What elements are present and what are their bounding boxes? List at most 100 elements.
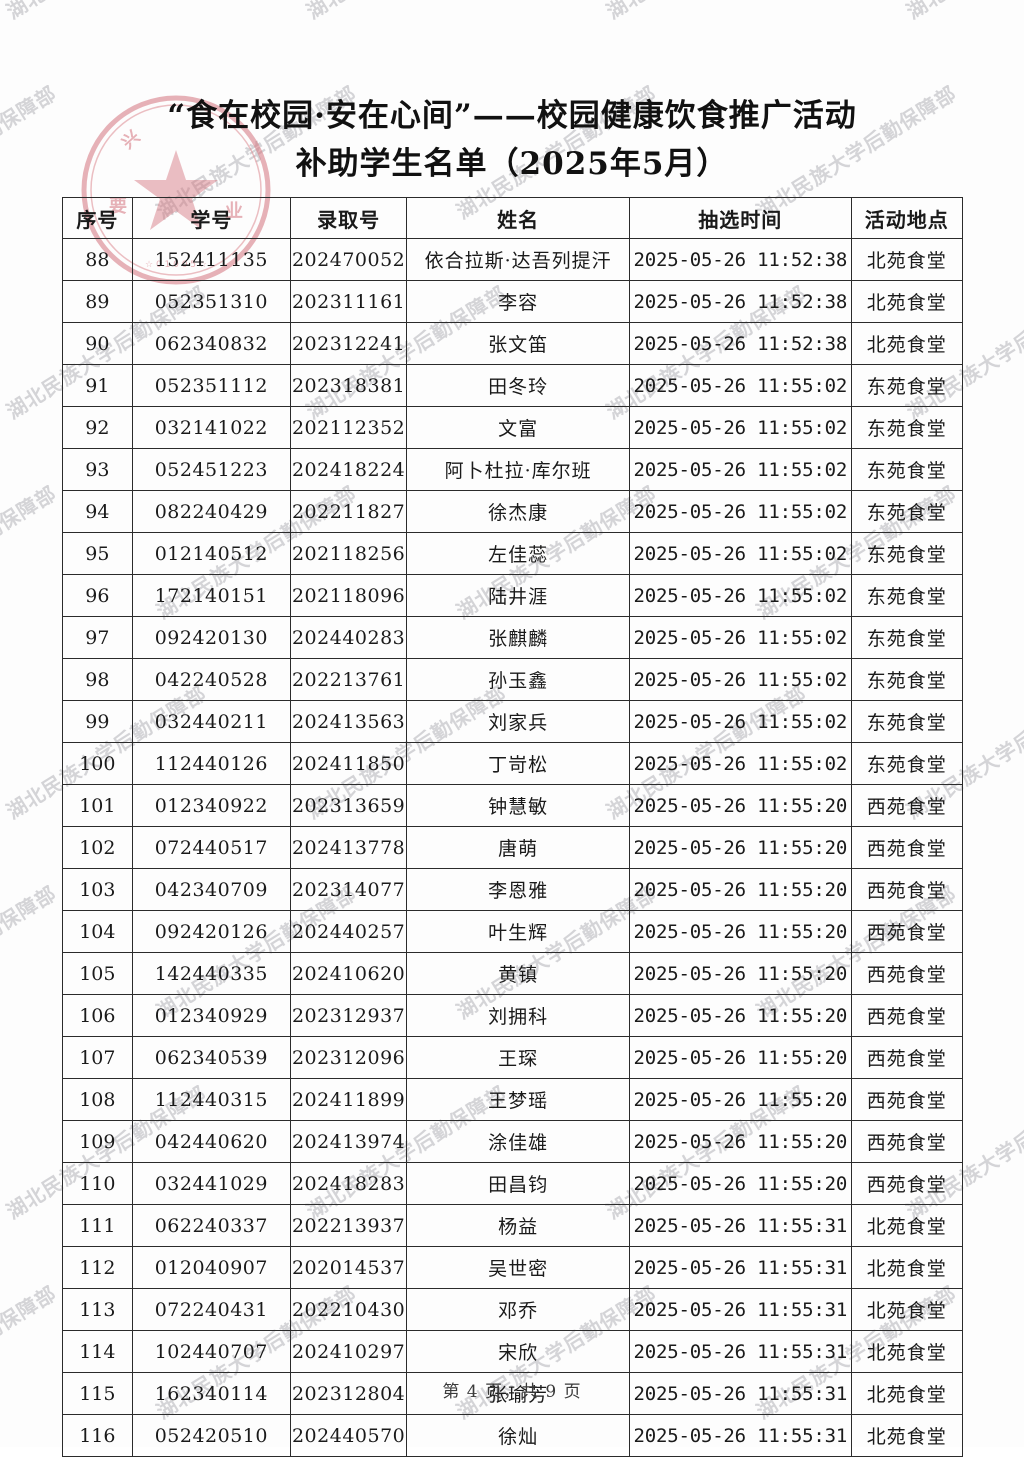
cell-draw-time: 2025-05-26 11:55:20 <box>628 826 852 869</box>
title-line-2: 补助学生名单（2025年5月） <box>295 146 729 182</box>
cell-student-id: 152411135 <box>131 238 291 281</box>
table-row: 94 082240429 202211827 徐杰康 2025-05-26 11:55:… <box>62 490 964 533</box>
cell-admission-no: 202440283 <box>289 616 408 659</box>
cell-seq: 93 <box>62 448 133 491</box>
cell-student-id: 072240431 <box>131 1288 291 1331</box>
cell-draw-time: 2025-05-26 11:55:31 <box>628 1414 852 1457</box>
cell-draw-time: 2025-05-26 11:55:31 <box>628 1372 852 1415</box>
table-header-row: 序号 学号 录取号 姓名 抽选时间 活动地点 <box>62 197 964 239</box>
cell-seq: 101 <box>62 784 133 827</box>
cell-student-id: 062240337 <box>131 1204 291 1247</box>
cell-draw-time: 2025-05-26 11:55:31 <box>628 1246 852 1289</box>
cell-seq: 111 <box>62 1204 133 1247</box>
cell-seq: 104 <box>62 910 133 953</box>
cell-venue: 西苑食堂 <box>850 1120 964 1163</box>
cell-seq: 105 <box>62 952 133 995</box>
cell-draw-time: 2025-05-26 11:52:38 <box>628 322 852 365</box>
cell-name: 阿卜杜拉·库尔班 <box>406 448 630 491</box>
cell-student-id: 142440335 <box>131 952 291 995</box>
cell-name: 钟慧敏 <box>406 784 630 827</box>
cell-venue: 东苑食堂 <box>850 574 964 617</box>
cell-admission-no: 202312096 <box>289 1036 408 1079</box>
cell-name: 张麒麟 <box>406 616 630 659</box>
cell-admission-no: 202410620 <box>289 952 408 995</box>
cell-student-id: 012340922 <box>131 784 291 827</box>
cell-student-id: 042340709 <box>131 868 291 911</box>
cell-name: 涂佳雄 <box>406 1120 630 1163</box>
cell-admission-no: 202413778 <box>289 826 408 869</box>
cell-seq: 114 <box>62 1330 133 1373</box>
cell-name: 杨益 <box>406 1204 630 1247</box>
cell-name: 叶生辉 <box>406 910 630 953</box>
table-row: 103 042340709 202314077 李恩雅 2025-05-26 11:55… <box>62 868 964 911</box>
cell-admission-no: 202312804 <box>289 1372 408 1415</box>
cell-admission-no: 202411899 <box>289 1078 408 1121</box>
cell-draw-time: 2025-05-26 11:55:02 <box>628 658 852 701</box>
table-row: 92 032141022 202112352 文富 2025-05-26 11:55:0… <box>62 406 964 449</box>
cell-admission-no: 202112352 <box>289 406 408 449</box>
cell-venue: 西苑食堂 <box>850 910 964 953</box>
cell-venue: 东苑食堂 <box>850 448 964 491</box>
cell-draw-time: 2025-05-26 11:55:31 <box>628 1288 852 1331</box>
cell-admission-no: 202411850 <box>289 742 408 785</box>
watermark-text: 湖北民族大学后勤保障部 <box>0 0 211 25</box>
cell-seq: 92 <box>62 406 133 449</box>
cell-admission-no: 202318381 <box>289 364 408 407</box>
cell-draw-time: 2025-05-26 11:55:20 <box>628 784 852 827</box>
cell-admission-no: 202311161 <box>289 280 408 323</box>
page-footer: 第 4 页，共 9 页 <box>0 1377 1024 1402</box>
cell-draw-time: 2025-05-26 11:52:38 <box>628 238 852 281</box>
cell-admission-no: 202313659 <box>289 784 408 827</box>
table-row: 108 112440315 202411899 王梦瑶 2025-05-26 11:55… <box>62 1078 964 1121</box>
cell-venue: 西苑食堂 <box>850 784 964 827</box>
cell-venue: 东苑食堂 <box>850 364 964 407</box>
cell-venue: 西苑食堂 <box>850 868 964 911</box>
cell-venue: 西苑食堂 <box>850 952 964 995</box>
cell-student-id: 062340539 <box>131 1036 291 1079</box>
cell-venue: 北苑食堂 <box>850 238 964 281</box>
cell-student-id: 032440211 <box>131 700 291 743</box>
column-header-draw-time: 抽选时间 <box>628 197 852 239</box>
cell-admission-no: 202210430 <box>289 1288 408 1331</box>
table-row: 98 042240528 202213761 孙玉鑫 2025-05-26 11:55:… <box>62 658 964 701</box>
column-header-seq: 序号 <box>62 197 133 239</box>
cell-name: 文富 <box>406 406 630 449</box>
cell-seq: 103 <box>62 868 133 911</box>
cell-name: 刘拥科 <box>406 994 630 1037</box>
cell-venue: 北苑食堂 <box>850 280 964 323</box>
cell-admission-no: 202470052 <box>289 238 408 281</box>
cell-venue: 东苑食堂 <box>850 616 964 659</box>
cell-seq: 109 <box>62 1120 133 1163</box>
cell-venue: 北苑食堂 <box>850 1372 964 1415</box>
cell-student-id: 052351310 <box>131 280 291 323</box>
cell-name: 田昌钧 <box>406 1162 630 1205</box>
cell-name: 王琛 <box>406 1036 630 1079</box>
cell-student-id: 012040907 <box>131 1246 291 1289</box>
cell-student-id: 102440707 <box>131 1330 291 1373</box>
cell-venue: 西苑食堂 <box>850 826 964 869</box>
cell-admission-no: 202418224 <box>289 448 408 491</box>
cell-admission-no: 202312937 <box>289 994 408 1037</box>
cell-student-id: 062340832 <box>131 322 291 365</box>
cell-seq: 95 <box>62 532 133 575</box>
cell-student-id: 042440620 <box>131 1120 291 1163</box>
cell-draw-time: 2025-05-26 11:55:02 <box>628 574 852 617</box>
cell-student-id: 112440126 <box>131 742 291 785</box>
cell-draw-time: 2025-05-26 11:55:02 <box>628 700 852 743</box>
cell-name: 李恩雅 <box>406 868 630 911</box>
cell-venue: 东苑食堂 <box>850 406 964 449</box>
cell-seq: 108 <box>62 1078 133 1121</box>
cell-name: 邓乔 <box>406 1288 630 1331</box>
cell-admission-no: 202418283 <box>289 1162 408 1205</box>
cell-student-id: 092420126 <box>131 910 291 953</box>
cell-venue: 东苑食堂 <box>850 700 964 743</box>
cell-seq: 90 <box>62 322 133 365</box>
table-row: 99 032440211 202413563 刘家兵 2025-05-26 11:55:… <box>62 700 964 743</box>
cell-seq: 106 <box>62 994 133 1037</box>
cell-draw-time: 2025-05-26 11:55:20 <box>628 1078 852 1121</box>
cell-admission-no: 202213937 <box>289 1204 408 1247</box>
cell-name: 依合拉斯·达吾列提汗 <box>406 238 630 281</box>
table-row: 101 012340922 202313659 钟慧敏 2025-05-26 11:55… <box>62 784 964 827</box>
cell-student-id: 012140512 <box>131 532 291 575</box>
table-row: 110 032441029 202418283 田昌钧 2025-05-26 11:55… <box>62 1162 964 1205</box>
